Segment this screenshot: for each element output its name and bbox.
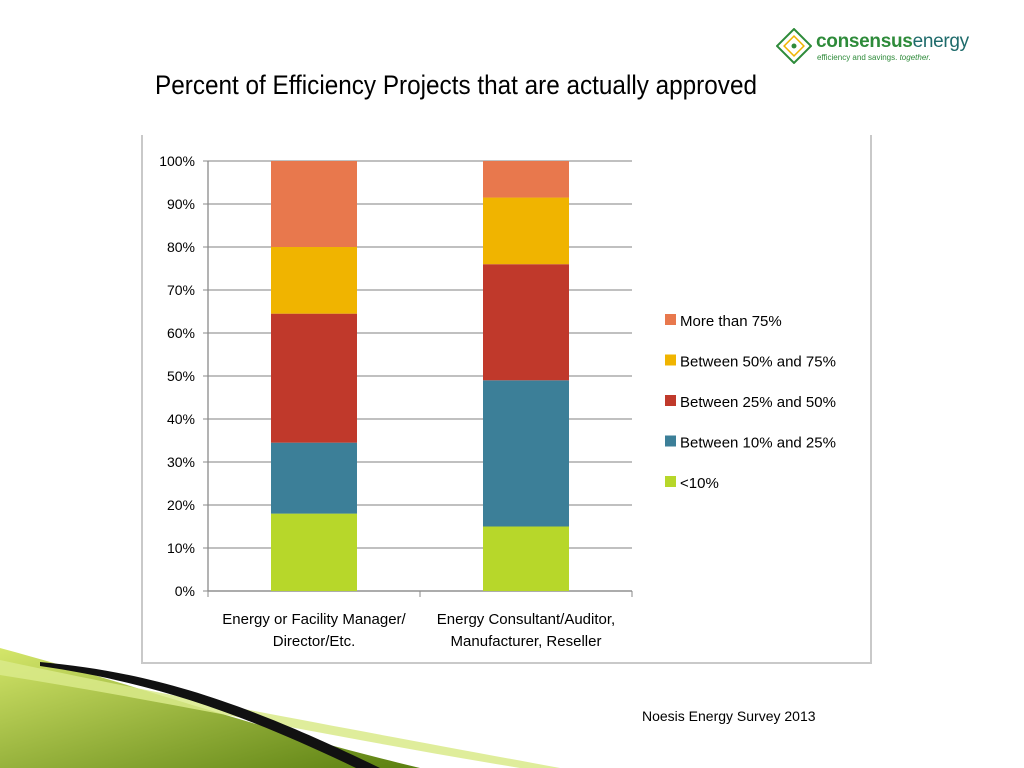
x-tick-label: Energy Consultant/Auditor, — [437, 611, 615, 628]
source-note: Noesis Energy Survey 2013 — [642, 708, 816, 724]
x-tick-label: Director/Etc. — [273, 633, 356, 650]
logo-tagline: efficiency and savings. together. — [817, 53, 931, 62]
legend-swatch — [665, 354, 676, 366]
y-tick-label: 0% — [175, 583, 195, 599]
bar-segment — [271, 161, 357, 247]
x-tick-label: Manufacturer, Reseller — [451, 633, 602, 650]
y-tick-label: 80% — [167, 239, 195, 255]
diamond-logo-icon — [776, 28, 812, 64]
bar-segment — [271, 513, 357, 591]
y-tick-label: 10% — [167, 540, 195, 556]
bar-segment — [271, 313, 357, 443]
slide-title: Percent of Efficiency Projects that are … — [155, 70, 757, 100]
consensus-energy-logo: consensusenergy efficiency and savings. … — [776, 26, 1016, 70]
logo-word-energy: energy — [912, 31, 970, 52]
y-tick-label: 20% — [167, 497, 195, 513]
legend-label: Between 50% and 75% — [680, 354, 836, 371]
legend-swatch — [665, 435, 676, 447]
legend-swatch — [665, 476, 676, 487]
bar-segment — [483, 526, 569, 591]
legend-label: <10% — [680, 475, 719, 492]
legend-label: More than 75% — [680, 313, 782, 330]
bar-segment — [483, 161, 569, 198]
chart-frame — [141, 135, 872, 664]
bar-segment — [483, 197, 569, 265]
bar-segment — [483, 380, 569, 527]
y-tick-label: 40% — [167, 411, 195, 427]
bar-segment — [271, 247, 357, 314]
bar-segment — [483, 264, 569, 381]
x-tick-label: Energy or Facility Manager/ — [222, 611, 406, 628]
logo-tagline-emphasis: together. — [899, 53, 931, 62]
legend-swatch — [665, 395, 676, 406]
legend-label: Between 25% and 50% — [680, 394, 836, 411]
logo-tagline-text: efficiency and savings. — [817, 53, 898, 62]
logo-wordmark: consensusenergy — [816, 31, 969, 53]
legend-swatch — [665, 314, 676, 325]
y-tick-label: 50% — [167, 368, 195, 384]
y-tick-label: 60% — [167, 325, 195, 341]
y-tick-label: 90% — [167, 196, 195, 212]
y-tick-label: 30% — [167, 454, 195, 470]
legend-label: Between 10% and 25% — [680, 435, 836, 452]
y-tick-label: 100% — [159, 153, 195, 169]
y-tick-label: 70% — [167, 282, 195, 298]
logo-word-consensus: consensus — [816, 31, 913, 52]
bar-segment — [271, 442, 357, 514]
